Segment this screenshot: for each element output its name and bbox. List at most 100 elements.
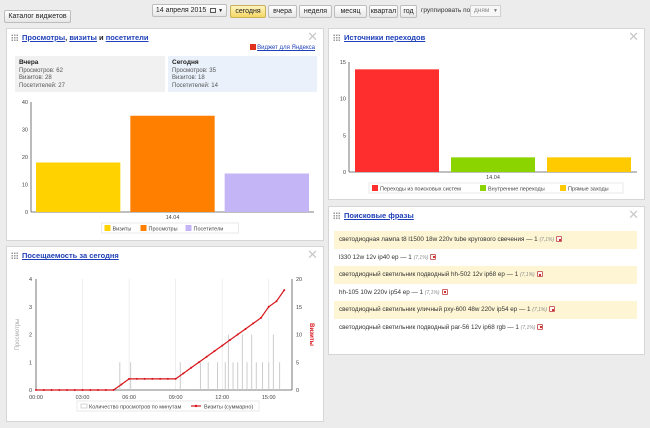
open-report-icon[interactable] bbox=[430, 253, 437, 260]
drag-handle-icon[interactable] bbox=[333, 212, 340, 220]
drag-handle-icon[interactable] bbox=[11, 34, 18, 42]
y2-axis-title: Визиты bbox=[308, 323, 314, 346]
minute-bar bbox=[207, 362, 209, 390]
period-tab[interactable]: сегодня bbox=[230, 5, 266, 18]
visits-point[interactable] bbox=[73, 389, 76, 391]
visits-point[interactable] bbox=[267, 305, 270, 308]
visits-point[interactable] bbox=[66, 389, 69, 391]
y2-tick-label: 10 bbox=[296, 333, 302, 339]
visits-point[interactable] bbox=[197, 361, 200, 364]
open-report-icon[interactable] bbox=[556, 236, 563, 242]
yandex-widget-link[interactable]: Виджет для Яндекса bbox=[250, 44, 315, 51]
visits-point[interactable] bbox=[236, 333, 239, 336]
visits-point[interactable] bbox=[190, 366, 193, 369]
visits-point[interactable] bbox=[97, 389, 100, 391]
visits-point[interactable] bbox=[182, 372, 185, 375]
visits-point[interactable] bbox=[81, 389, 84, 391]
y-tick-label: 1 bbox=[29, 360, 32, 366]
visits-link[interactable]: визиты bbox=[69, 33, 97, 42]
period-tab[interactable]: год bbox=[400, 5, 417, 18]
x-tick-label: 14.04 bbox=[166, 215, 180, 221]
drag-handle-icon[interactable] bbox=[11, 252, 18, 260]
bar[interactable] bbox=[130, 115, 215, 212]
phrases-title-link[interactable]: Поисковые фразы bbox=[344, 211, 414, 220]
x-tick-label: 14.04 bbox=[486, 175, 500, 181]
bar[interactable] bbox=[355, 69, 439, 172]
open-report-icon[interactable] bbox=[536, 271, 543, 277]
visits-point[interactable] bbox=[50, 389, 53, 391]
views-link[interactable]: Просмотры bbox=[22, 33, 66, 42]
visits-point[interactable] bbox=[104, 389, 107, 391]
visits-point[interactable] bbox=[35, 389, 37, 391]
close-icon[interactable]: ✕ bbox=[628, 29, 639, 44]
phrase-text: hh-105 10w 220v ip54 ep — 1 bbox=[339, 288, 424, 296]
visits-point[interactable] bbox=[58, 389, 61, 391]
legend-box bbox=[101, 222, 239, 234]
visits-point[interactable] bbox=[128, 377, 131, 380]
visits-point[interactable] bbox=[283, 289, 286, 292]
y2-tick-label: 15 bbox=[296, 305, 302, 311]
visits-point[interactable] bbox=[228, 339, 231, 342]
visits-point[interactable] bbox=[135, 377, 138, 380]
visits-point[interactable] bbox=[151, 377, 154, 380]
period-tab[interactable]: квартал bbox=[369, 5, 398, 18]
visits-point[interactable] bbox=[252, 322, 255, 325]
close-icon[interactable]: ✕ bbox=[628, 207, 639, 222]
close-icon[interactable]: ✕ bbox=[307, 247, 318, 262]
bar[interactable] bbox=[36, 162, 121, 213]
phrase-row: l330 12w 12v ip40 ep — 1 (7,1%) bbox=[334, 249, 637, 267]
visits-point[interactable] bbox=[120, 383, 123, 386]
bar[interactable] bbox=[451, 157, 535, 172]
y-tick-label: 0 bbox=[25, 210, 28, 216]
minute-bar bbox=[199, 362, 201, 390]
visits-point[interactable] bbox=[143, 377, 146, 380]
open-report-icon[interactable] bbox=[549, 306, 556, 312]
visits-point[interactable] bbox=[166, 377, 169, 380]
visits-point[interactable] bbox=[221, 344, 224, 347]
attendance-title-link[interactable]: Посещаемость за сегодня bbox=[22, 251, 119, 260]
close-icon[interactable]: ✕ bbox=[307, 29, 318, 44]
y2-tick-label: 20 bbox=[296, 277, 302, 283]
drag-handle-icon[interactable] bbox=[333, 34, 340, 42]
y-tick-label: 5 bbox=[343, 133, 346, 139]
visits-point[interactable] bbox=[89, 389, 92, 391]
bar[interactable] bbox=[224, 173, 309, 213]
phrase-row: светодиодный светильник подводный hh-502… bbox=[334, 266, 637, 284]
minute-bar bbox=[217, 362, 219, 390]
visits-point[interactable] bbox=[205, 355, 208, 358]
visits-point[interactable] bbox=[112, 389, 115, 391]
minute-bar bbox=[262, 362, 264, 390]
open-report-icon[interactable] bbox=[441, 288, 448, 295]
visits-point[interactable] bbox=[42, 389, 45, 391]
period-tab[interactable]: вчера bbox=[268, 5, 297, 18]
widget-catalog-button[interactable]: Каталог виджетов bbox=[4, 10, 71, 23]
y-tick-label: 20 bbox=[22, 155, 28, 161]
group-by-value: дням bbox=[474, 7, 490, 14]
visitors-link[interactable]: посетители bbox=[105, 33, 149, 42]
sources-bar-chart: 0 5 10 15 14.04 Переходы из поисковых систем В… bbox=[340, 60, 637, 194]
today-stats: Сегодня Просмотров: 35 Визитов: 18 Посет… bbox=[168, 56, 317, 92]
visits-point[interactable] bbox=[275, 300, 278, 303]
y-tick-label: 2 bbox=[29, 333, 32, 339]
legend-label: Внутренние переходы bbox=[488, 187, 545, 193]
bar[interactable] bbox=[547, 157, 631, 172]
period-tab[interactable]: неделя bbox=[299, 5, 332, 18]
visits-point[interactable] bbox=[259, 316, 262, 319]
open-report-icon[interactable] bbox=[537, 323, 544, 330]
period-tab[interactable]: месяц bbox=[334, 5, 367, 18]
date-picker-button[interactable]: 14 апреля 2015 ▼ bbox=[152, 4, 227, 17]
group-by-select[interactable]: дням ▼ bbox=[470, 5, 501, 17]
minute-bar bbox=[268, 362, 270, 390]
phrase-percent: (7,1%) bbox=[413, 254, 429, 261]
sources-title-link[interactable]: Источники переходов bbox=[344, 33, 426, 42]
traffic-widget: ✕ Просмотры, визиты и посетители Виджет … bbox=[6, 28, 324, 241]
attendance-line-chart: 00:00 03:00 06:00 09:00 12:00 15:00 0 1 2 3 4 0 5 10 1… bbox=[15, 277, 314, 412]
minute-bar bbox=[224, 362, 226, 390]
visits-point[interactable] bbox=[174, 377, 177, 380]
minute-bar bbox=[246, 362, 248, 390]
legend-label: Просмотры bbox=[149, 227, 178, 233]
legend-box bbox=[76, 400, 260, 412]
visits-point[interactable] bbox=[213, 350, 216, 353]
visits-point[interactable] bbox=[159, 377, 162, 380]
visits-point[interactable] bbox=[244, 327, 247, 330]
